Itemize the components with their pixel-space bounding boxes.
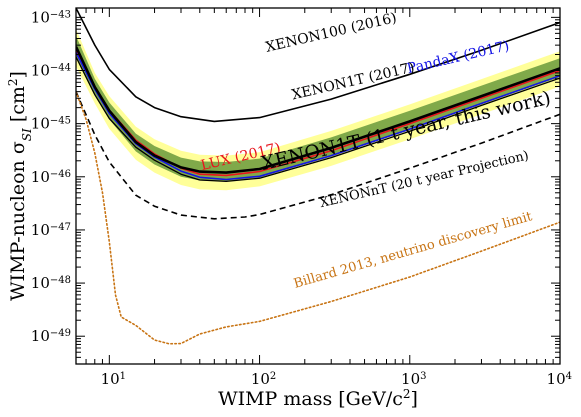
curve-xenon1t-2017 bbox=[76, 56, 560, 183]
y-tick-label: 10−49 bbox=[31, 327, 71, 345]
label-xenon100-2016: XENON100 (2016) bbox=[264, 10, 398, 56]
label-billard-2013-neutrino-discovery-limit: Billard 2013, neutrino discovery limit bbox=[292, 209, 534, 292]
x-tick-label: 102 bbox=[251, 370, 276, 388]
label-xenon1t-2017: XENON1T (2017) bbox=[290, 60, 416, 104]
x-tick-label: 103 bbox=[401, 370, 426, 388]
curve-xenonnt-20-t-year-projection bbox=[76, 91, 560, 220]
curve-pandax-2017 bbox=[76, 51, 560, 181]
x-tick-label: 101 bbox=[101, 370, 126, 388]
y-axis-label: WIMP-nucleon σSI [cm2] bbox=[6, 71, 34, 301]
curve-xenon100-2016 bbox=[76, 8, 560, 123]
y-tick-label: 10−48 bbox=[31, 274, 71, 292]
y-tick-label: 10−46 bbox=[31, 168, 71, 186]
curve-billard-2013-neutrino-discovery-limit bbox=[76, 90, 560, 345]
limit-curves bbox=[76, 8, 560, 345]
y-tick-label: 10−45 bbox=[31, 115, 71, 133]
y-tick-labels: 10−49 10−48 10−47 10−46 10−45 10−44 10−43 bbox=[31, 8, 71, 345]
x-tick-label: 104 bbox=[547, 370, 572, 388]
y-tick-label: 10−43 bbox=[31, 8, 71, 26]
x-axis-label: WIMP mass [GeV/c2] bbox=[218, 387, 418, 410]
plot-frame bbox=[75, 7, 561, 365]
label-pandax-2017: PandaX (2017) bbox=[405, 38, 510, 77]
curve-annotations: XENON100 (2016)PandaX (2017)XENON1T (201… bbox=[199, 10, 553, 292]
curve-xenon1t-1-t-year-this-work bbox=[76, 46, 560, 174]
y-tick-label: 10−47 bbox=[31, 221, 71, 239]
x-tick-labels: 101 102 103 104 bbox=[101, 370, 572, 388]
axis-ticks bbox=[75, 8, 561, 365]
y-tick-label: 10−44 bbox=[31, 62, 71, 80]
